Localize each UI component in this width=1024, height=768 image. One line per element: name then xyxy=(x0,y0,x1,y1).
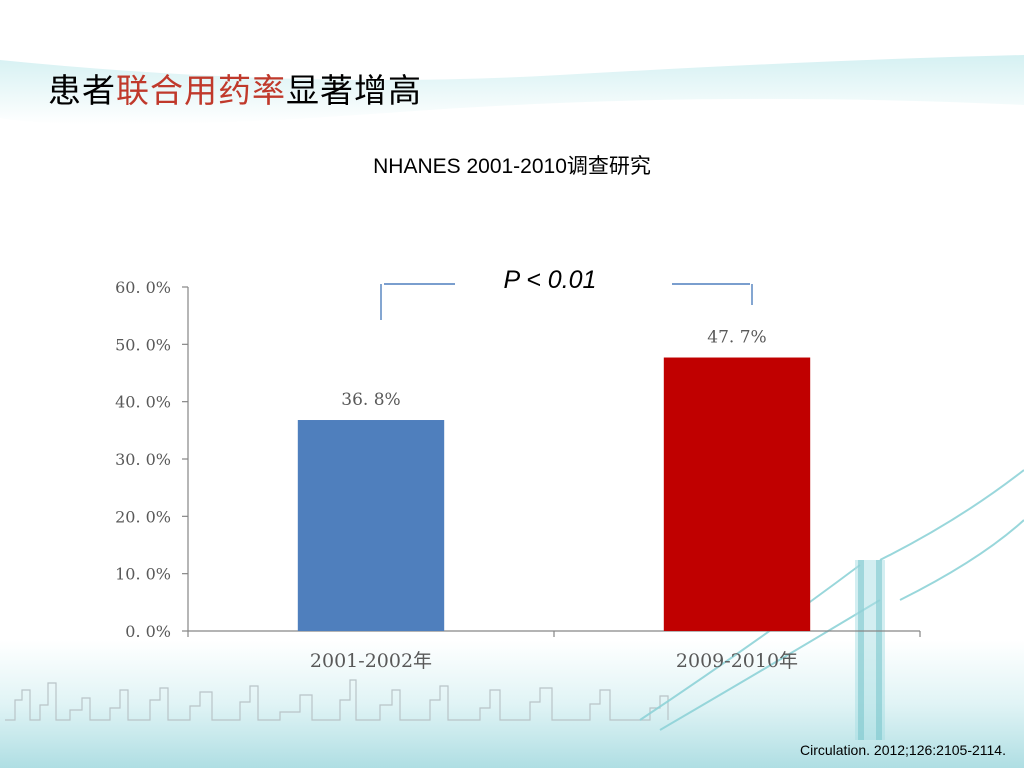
title-highlight: 联合用药率 xyxy=(116,71,286,110)
title-suffix: 显著增高 xyxy=(286,71,422,110)
bars xyxy=(297,357,811,631)
x-axis-tick-marks xyxy=(187,631,921,637)
study-subtitle: NHANES 2001-2010调查研究 xyxy=(373,155,651,178)
y-tick-label: 60. 0% xyxy=(115,278,171,297)
x-axis-label: 2001-2002年 xyxy=(310,650,432,672)
data-label: 36. 8% xyxy=(341,390,400,410)
y-tick-label: 50. 0% xyxy=(115,335,171,354)
title-prefix: 患者 xyxy=(48,71,116,110)
bar xyxy=(663,357,811,631)
x-axis-label: 2009-2010年 xyxy=(676,650,798,672)
skyline-decoration xyxy=(5,679,669,721)
data-label: 47. 7% xyxy=(707,328,766,348)
top-wave-decoration xyxy=(0,55,1024,125)
significance-bracket xyxy=(380,283,753,320)
y-tick-label: 0. 0% xyxy=(125,622,171,641)
y-tick-label: 40. 0% xyxy=(115,393,171,412)
y-axis-ticks: 0. 0% 10. 0% 20. 0% 30. 0% 40. 0% 50. 0% 60. 0… xyxy=(115,278,188,641)
x-axis-labels: 2001-2002年 2009-2010年 xyxy=(310,650,798,672)
bar xyxy=(297,420,445,631)
y-tick-label: 30. 0% xyxy=(115,450,171,469)
bottom-band xyxy=(0,640,1024,768)
data-labels: 36. 8% 47. 7% xyxy=(341,328,766,410)
bridge-decoration xyxy=(639,469,1024,740)
slide-title: 患者联合用药率显著增高 xyxy=(48,64,422,112)
y-tick-label: 20. 0% xyxy=(115,507,171,526)
p-value-label: P < 0.01 xyxy=(503,266,597,294)
y-tick-label: 10. 0% xyxy=(115,565,171,584)
citation: Circulation. 2012;126:2105-2114. xyxy=(799,742,1006,758)
